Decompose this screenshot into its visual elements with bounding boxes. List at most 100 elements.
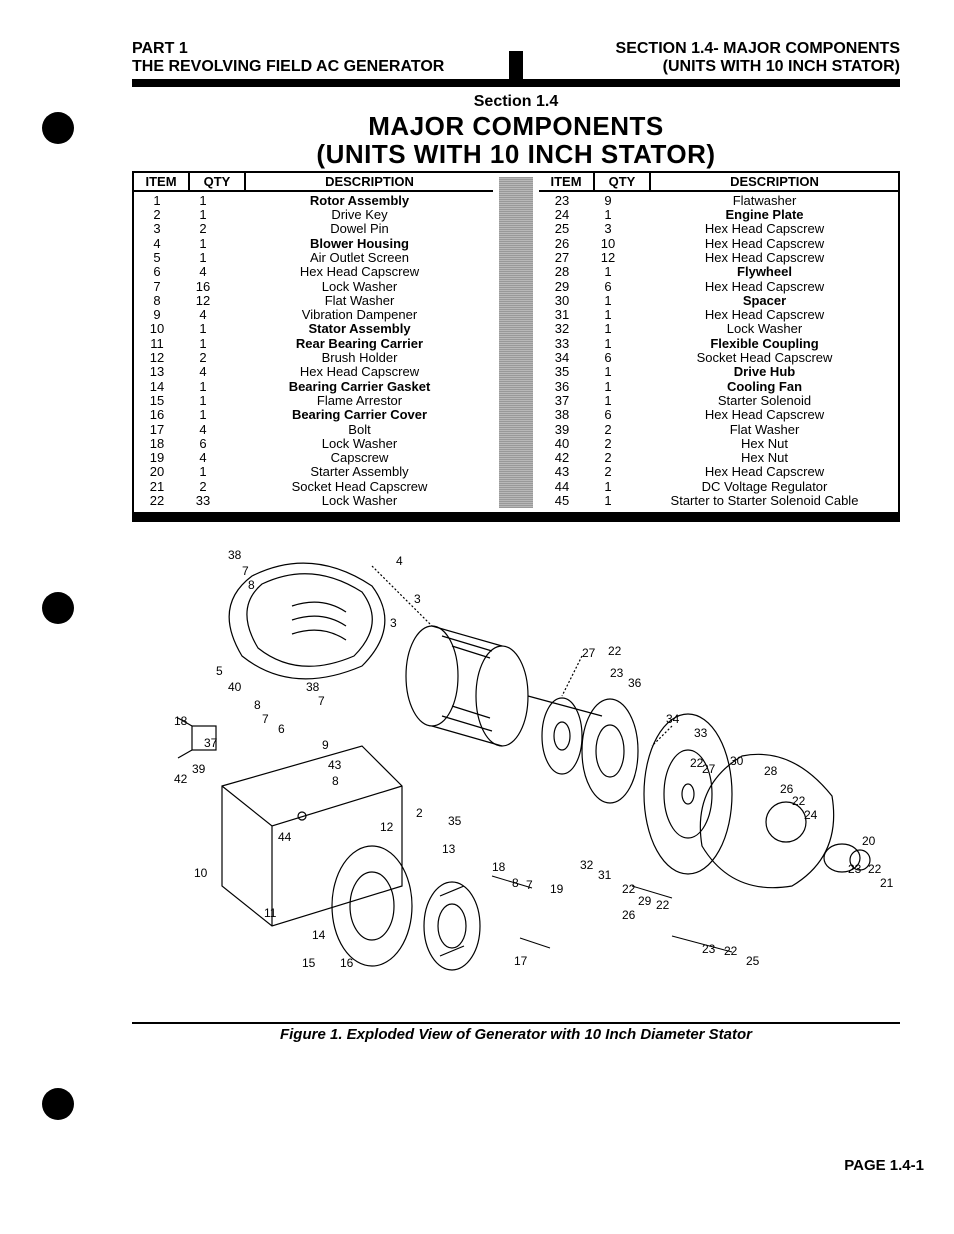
cell-qty: 33 <box>180 494 226 508</box>
cell-item: 29 <box>539 280 585 294</box>
cell-item: 21 <box>134 480 180 494</box>
cell-qty: 1 <box>180 465 226 479</box>
diagram-callout: 39 <box>192 762 205 776</box>
cell-item: 2 <box>134 208 180 222</box>
table-row: 101Stator Assembly <box>134 322 493 336</box>
cell-item: 10 <box>134 322 180 336</box>
diagram-callout: 20 <box>862 834 875 848</box>
table-row: 241Engine Plate <box>539 208 898 222</box>
col-header-desc: DESCRIPTION <box>651 173 898 190</box>
diagram-callout: 6 <box>278 722 285 736</box>
cell-item: 1 <box>134 194 180 208</box>
cell-item: 3 <box>134 222 180 236</box>
table-row: 441DC Voltage Regulator <box>539 480 898 494</box>
diagram-callout: 21 <box>880 876 893 890</box>
cell-desc: Bearing Carrier Cover <box>226 408 493 422</box>
diagram-callout: 2 <box>416 806 423 820</box>
cell-item: 11 <box>134 337 180 351</box>
diagram-callout: 7 <box>526 878 533 892</box>
cell-qty: 1 <box>180 194 226 208</box>
cell-desc: Spacer <box>631 294 898 308</box>
cell-qty: 1 <box>585 337 631 351</box>
table-row: 212Socket Head Capscrew <box>134 480 493 494</box>
cell-desc: Lock Washer <box>631 322 898 336</box>
diagram-callout: 32 <box>580 858 593 872</box>
col-header-qty: QTY <box>190 173 246 190</box>
cell-item: 44 <box>539 480 585 494</box>
cell-desc: Hex Head Capscrew <box>226 265 493 279</box>
diagram-callout: 8 <box>254 698 261 712</box>
cell-qty: 1 <box>585 494 631 508</box>
cell-qty: 1 <box>180 322 226 336</box>
cell-item: 4 <box>134 237 180 251</box>
diagram-callout: 23 <box>848 862 861 876</box>
section-heading-2: (UNITS WITH 10 INCH STATOR) <box>132 141 900 167</box>
cell-qty: 3 <box>585 222 631 236</box>
cell-qty: 1 <box>180 337 226 351</box>
cell-qty: 1 <box>180 251 226 265</box>
diagram-callout: 23 <box>610 666 623 680</box>
diagram-callout: 8 <box>248 578 255 592</box>
cell-qty: 2 <box>585 451 631 465</box>
cell-qty: 6 <box>585 408 631 422</box>
diagram-callout: 3 <box>390 616 397 630</box>
cell-desc: DC Voltage Regulator <box>631 480 898 494</box>
cell-desc: Brush Holder <box>226 351 493 365</box>
table-row: 422Hex Nut <box>539 451 898 465</box>
diagram-callout: 40 <box>228 680 241 694</box>
diagram-callout: 3 <box>414 592 421 606</box>
cell-desc: Socket Head Capscrew <box>631 351 898 365</box>
table-row: 2712Hex Head Capscrew <box>539 251 898 265</box>
cell-item: 43 <box>539 465 585 479</box>
cell-qty: 1 <box>585 394 631 408</box>
diagram-callout: 14 <box>312 928 325 942</box>
cell-desc: Starter Solenoid <box>631 394 898 408</box>
diagram-callout: 8 <box>512 876 519 890</box>
cell-qty: 6 <box>180 437 226 451</box>
punch-hole <box>42 1088 74 1120</box>
table-row: 351Drive Hub <box>539 365 898 379</box>
table-row: 41Blower Housing <box>134 237 493 251</box>
cell-item: 19 <box>134 451 180 465</box>
cell-desc: Engine Plate <box>631 208 898 222</box>
cell-item: 17 <box>134 423 180 437</box>
parts-table-right: ITEM QTY DESCRIPTION 239Flatwasher241Eng… <box>539 173 898 513</box>
diagram-callout: 42 <box>174 772 187 786</box>
diagram-callout: 4 <box>396 554 403 568</box>
table-row: 94Vibration Dampener <box>134 308 493 322</box>
cell-desc: Drive Key <box>226 208 493 222</box>
table-row: 451Starter to Starter Solenoid Cable <box>539 494 898 508</box>
cell-item: 31 <box>539 308 585 322</box>
table-row: 194Capscrew <box>134 451 493 465</box>
cell-desc: Rear Bearing Carrier <box>226 337 493 351</box>
table-row: 134Hex Head Capscrew <box>134 365 493 379</box>
header-right-line1: SECTION 1.4- MAJOR COMPONENTS <box>616 40 900 58</box>
cell-qty: 1 <box>585 365 631 379</box>
diagram-callout: 28 <box>764 764 777 778</box>
cell-item: 20 <box>134 465 180 479</box>
table-row: 2233Lock Washer <box>134 494 493 508</box>
col-header-item: ITEM <box>539 173 595 190</box>
cell-item: 28 <box>539 265 585 279</box>
cell-qty: 2 <box>180 480 226 494</box>
cell-qty: 10 <box>585 237 631 251</box>
section-number: Section 1.4 <box>132 93 900 111</box>
cell-item: 34 <box>539 351 585 365</box>
cell-desc: Hex Nut <box>631 451 898 465</box>
table-row: 812Flat Washer <box>134 294 493 308</box>
cell-desc: Vibration Dampener <box>226 308 493 322</box>
cell-qty: 1 <box>585 265 631 279</box>
cell-item: 32 <box>539 322 585 336</box>
table-row: 386Hex Head Capscrew <box>539 408 898 422</box>
cell-item: 15 <box>134 394 180 408</box>
diagram-callout: 17 <box>514 954 527 968</box>
cell-desc: Hex Nut <box>631 437 898 451</box>
cell-desc: Drive Hub <box>631 365 898 379</box>
table-bottom-rule <box>132 514 900 522</box>
diagram-callout: 13 <box>442 842 455 856</box>
cell-item: 12 <box>134 351 180 365</box>
cell-item: 5 <box>134 251 180 265</box>
cell-desc: Lock Washer <box>226 280 493 294</box>
cell-desc: Lock Washer <box>226 494 493 508</box>
table-row: 239Flatwasher <box>539 194 898 208</box>
